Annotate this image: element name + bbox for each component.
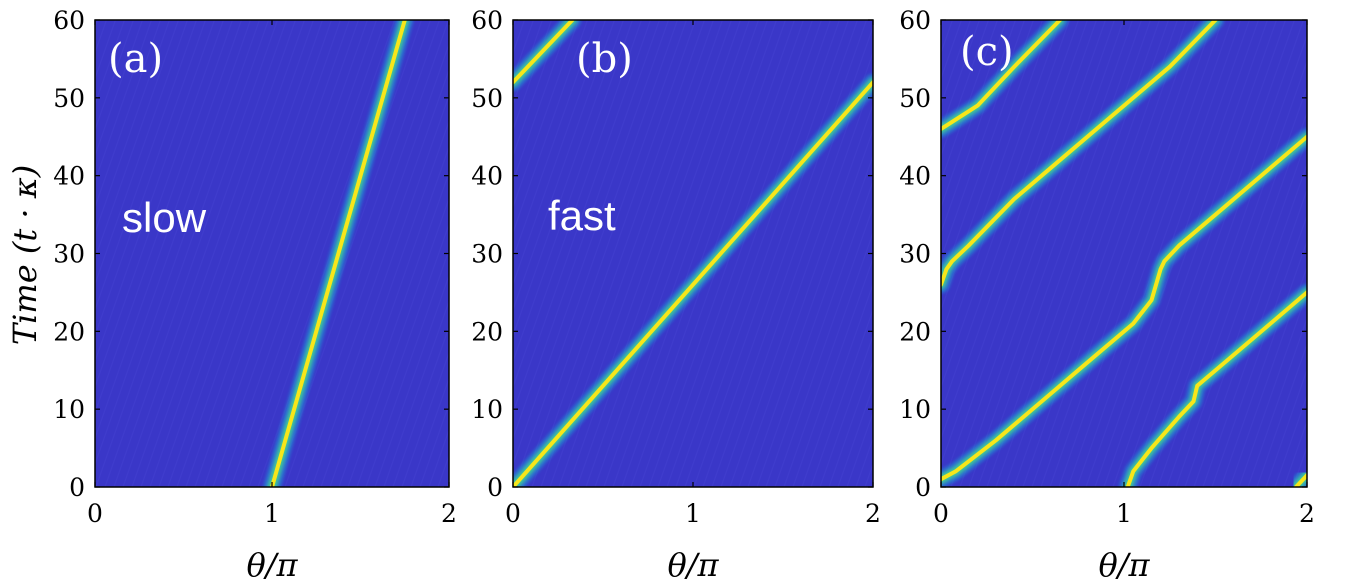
y-tick-label: 50 bbox=[899, 84, 931, 113]
panel-label: (a) bbox=[108, 36, 163, 82]
panel-label: (b) bbox=[576, 36, 633, 82]
y-tick-label: 40 bbox=[53, 162, 85, 191]
y-tick-label: 10 bbox=[899, 395, 931, 424]
x-tick-label: 0 bbox=[933, 499, 949, 528]
ridge-1 bbox=[941, 128, 1307, 487]
y-tick-label: 60 bbox=[53, 6, 85, 35]
y-tick-label: 0 bbox=[487, 473, 503, 502]
x-tick-label: 1 bbox=[264, 499, 280, 528]
x-tick-label: 0 bbox=[505, 499, 521, 528]
x-axis-label: θ/π bbox=[1098, 546, 1150, 584]
y-tick-label: 20 bbox=[899, 317, 931, 346]
y-tick-label: 50 bbox=[53, 84, 85, 113]
y-tick-label: 60 bbox=[899, 6, 931, 35]
y-tick-label: 30 bbox=[471, 240, 503, 269]
ridge-1 bbox=[263, 20, 414, 487]
x-tick-label: 2 bbox=[441, 499, 457, 528]
ridge-1 bbox=[513, 73, 873, 487]
x-axis-label: θ/π bbox=[246, 546, 298, 584]
y-tick-label: 20 bbox=[471, 317, 503, 346]
panel-annotation: fast bbox=[548, 192, 616, 239]
y-tick-label: 40 bbox=[471, 162, 503, 191]
panel-c: 0 10 20 30 40 50 60 0 1 2 θ/π (c) bbox=[899, 6, 1315, 584]
x-tick-label: 1 bbox=[685, 499, 701, 528]
x-tick-label: 0 bbox=[87, 499, 103, 528]
x-tick-label: 1 bbox=[1116, 499, 1132, 528]
y-tick-label: 30 bbox=[899, 240, 931, 269]
ridge-2 bbox=[513, 20, 581, 91]
ridge-3 bbox=[941, 20, 1224, 294]
y-tick-label: 40 bbox=[899, 162, 931, 191]
y-tick-label: 20 bbox=[53, 317, 85, 346]
panel-b: 0 10 20 30 40 50 60 0 1 2 θ/π (b) fast bbox=[471, 6, 881, 584]
x-axis-label: θ/π bbox=[667, 546, 719, 584]
ridge-2 bbox=[1119, 283, 1307, 487]
y-tick-label: 0 bbox=[915, 473, 931, 502]
y-axis-label: Time (t · κ) bbox=[6, 165, 44, 345]
panel-label: (c) bbox=[960, 29, 1014, 75]
x-tick-label: 2 bbox=[1299, 499, 1315, 528]
y-tick-label: 10 bbox=[53, 395, 85, 424]
y-tick-label: 0 bbox=[69, 473, 85, 502]
ridge-5 bbox=[1287, 466, 1307, 487]
y-tick-label: 10 bbox=[471, 395, 503, 424]
ridge-4 bbox=[941, 20, 1069, 138]
panel-a: 0 10 20 30 40 50 60 0 1 2 θ/π (a) slow bbox=[53, 6, 457, 584]
y-tick-label: 50 bbox=[471, 84, 503, 113]
y-tick-label: 60 bbox=[471, 6, 503, 35]
panel-annotation: slow bbox=[122, 194, 207, 241]
x-tick-label: 2 bbox=[865, 499, 881, 528]
y-tick-label: 30 bbox=[53, 240, 85, 269]
